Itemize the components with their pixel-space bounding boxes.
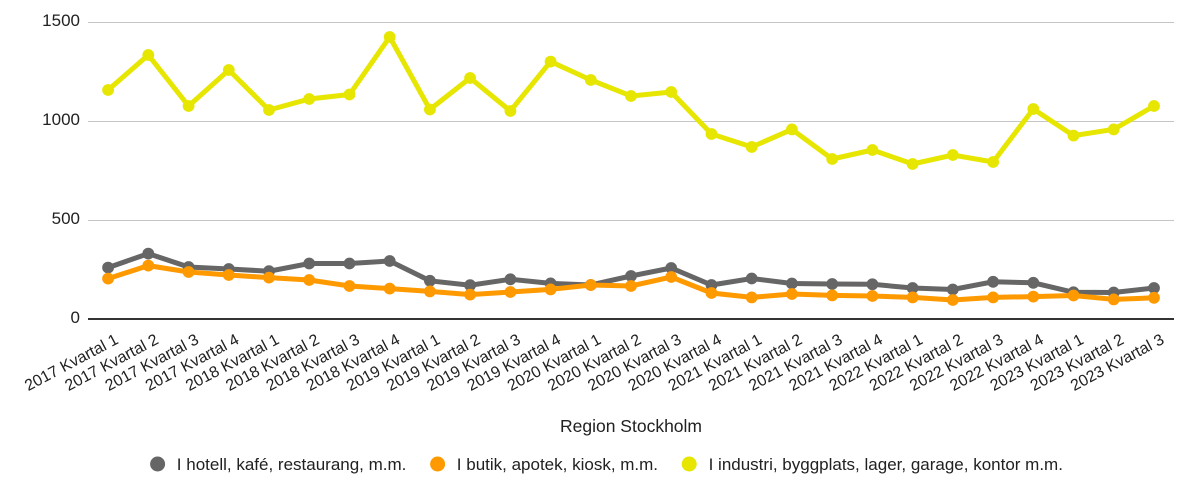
svg-text:I hotell, kafé, restaurang, m.: I hotell, kafé, restaurang, m.m. — [177, 455, 407, 474]
svg-text:500: 500 — [52, 209, 80, 228]
svg-text:I butik, apotek, kiosk, m.m.: I butik, apotek, kiosk, m.m. — [457, 455, 658, 474]
svg-text:1000: 1000 — [42, 110, 80, 129]
svg-text:1500: 1500 — [42, 11, 80, 30]
svg-text:0: 0 — [71, 308, 80, 327]
svg-text:I industri, byggplats, lager,: I industri, byggplats, lager, garage, ko… — [709, 455, 1063, 474]
svg-text:Region Stockholm: Region Stockholm — [560, 416, 702, 436]
